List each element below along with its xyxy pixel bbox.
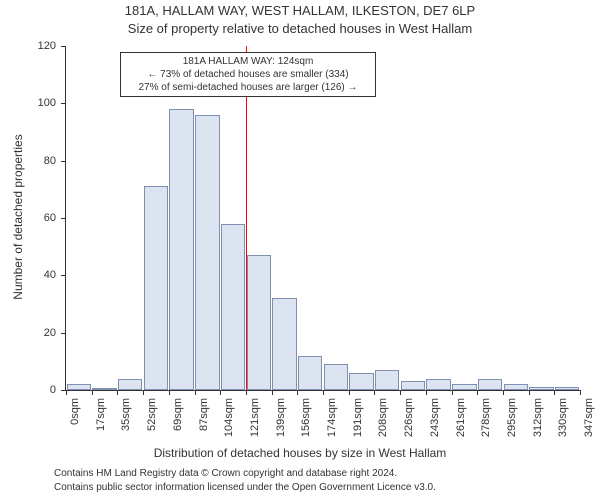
xtick-mark [374, 390, 375, 395]
histogram-bar [247, 255, 271, 390]
histogram-bar [118, 379, 142, 390]
histogram-bar [529, 387, 553, 390]
histogram-bar [349, 373, 373, 390]
suptitle: 181A, HALLAM WAY, WEST HALLAM, ILKESTON,… [0, 3, 600, 18]
ytick-mark [61, 103, 66, 104]
xtick-label: 208sqm [377, 398, 389, 442]
xtick-mark [477, 390, 478, 395]
histogram-bar [169, 109, 193, 390]
xtick-label: 278sqm [480, 398, 492, 442]
chart-container: 181A, HALLAM WAY, WEST HALLAM, ILKESTON,… [0, 0, 600, 500]
xtick-mark [503, 390, 504, 395]
xtick-mark [554, 390, 555, 395]
histogram-bar [195, 115, 219, 390]
ytick-label: 80 [0, 155, 56, 167]
ytick-mark [61, 333, 66, 334]
plot-area [65, 46, 580, 391]
xtick-label: 0sqm [69, 398, 81, 442]
histogram-bar [92, 388, 116, 390]
xtick-mark [117, 390, 118, 395]
xtick-label: 261sqm [455, 398, 467, 442]
xtick-label: 330sqm [557, 398, 569, 442]
histogram-bar [298, 356, 322, 390]
xtick-mark [246, 390, 247, 395]
ytick-mark [61, 161, 66, 162]
ytick-mark [61, 218, 66, 219]
xtick-label: 347sqm [583, 398, 595, 442]
xtick-label: 226sqm [403, 398, 415, 442]
xtick-mark [272, 390, 273, 395]
ytick-label: 0 [0, 384, 56, 396]
xtick-mark [143, 390, 144, 395]
ytick-label: 20 [0, 327, 56, 339]
chart-title: Size of property relative to detached ho… [0, 21, 600, 36]
footer-line2: Contains public sector information licen… [54, 482, 436, 493]
histogram-bar [67, 384, 91, 390]
annotation-line2: ← 73% of detached houses are smaller (33… [125, 68, 371, 81]
ytick-label: 40 [0, 269, 56, 281]
histogram-bar [478, 379, 502, 390]
histogram-bar [272, 298, 296, 390]
ytick-mark [61, 46, 66, 47]
xtick-label: 191sqm [352, 398, 364, 442]
histogram-bar [375, 370, 399, 390]
histogram-bar [426, 379, 450, 390]
histogram-bar [324, 364, 348, 390]
xtick-mark [297, 390, 298, 395]
footer-line1: Contains HM Land Registry data © Crown c… [54, 468, 397, 479]
xtick-label: 243sqm [429, 398, 441, 442]
xtick-mark [220, 390, 221, 395]
xtick-label: 174sqm [326, 398, 338, 442]
xtick-label: 87sqm [198, 398, 210, 442]
xtick-mark [92, 390, 93, 395]
xtick-label: 295sqm [506, 398, 518, 442]
histogram-bar [504, 384, 528, 390]
histogram-bar [555, 387, 579, 390]
xtick-mark [400, 390, 401, 395]
annotation-box: 181A HALLAM WAY: 124sqm ← 73% of detache… [120, 52, 376, 97]
xtick-label: 17sqm [95, 398, 107, 442]
xtick-label: 35sqm [120, 398, 132, 442]
xtick-label: 121sqm [249, 398, 261, 442]
xtick-mark [195, 390, 196, 395]
x-axis-label: Distribution of detached houses by size … [0, 446, 600, 460]
xtick-mark [323, 390, 324, 395]
xtick-label: 69sqm [172, 398, 184, 442]
histogram-bar [452, 384, 476, 390]
xtick-label: 312sqm [532, 398, 544, 442]
annotation-line1: 181A HALLAM WAY: 124sqm [125, 55, 371, 68]
ytick-label: 120 [0, 40, 56, 52]
xtick-mark [452, 390, 453, 395]
xtick-mark [169, 390, 170, 395]
xtick-mark [529, 390, 530, 395]
ytick-mark [61, 275, 66, 276]
ytick-label: 100 [0, 97, 56, 109]
xtick-label: 156sqm [300, 398, 312, 442]
ytick-label: 60 [0, 212, 56, 224]
xtick-mark [580, 390, 581, 395]
histogram-bar [401, 381, 425, 390]
xtick-mark [426, 390, 427, 395]
xtick-label: 139sqm [275, 398, 287, 442]
xtick-label: 52sqm [146, 398, 158, 442]
annotation-line3: 27% of semi-detached houses are larger (… [125, 81, 371, 94]
xtick-mark [349, 390, 350, 395]
xtick-mark [66, 390, 67, 395]
histogram-bar [221, 224, 245, 390]
xtick-label: 104sqm [223, 398, 235, 442]
histogram-bar [144, 186, 168, 390]
